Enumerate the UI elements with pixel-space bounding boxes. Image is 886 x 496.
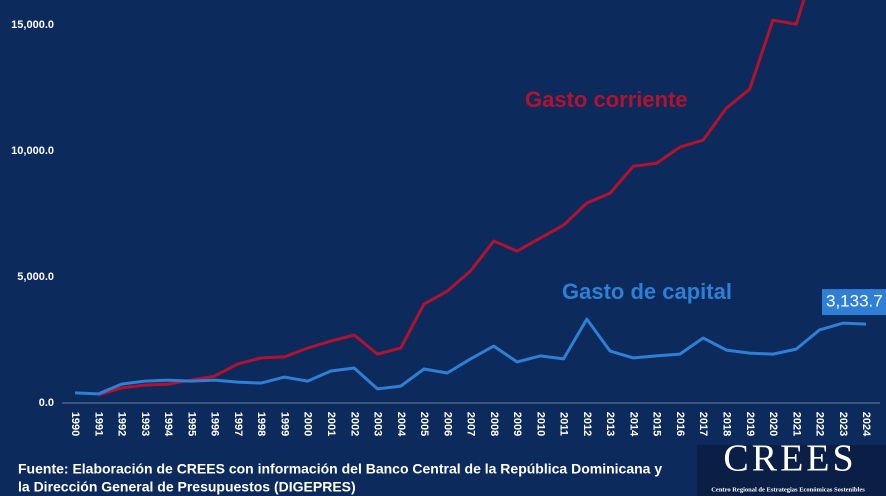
x-tick-label: 1995 [185, 412, 197, 436]
x-tick-label: 2002 [348, 412, 360, 436]
x-tick-label: 1990 [69, 412, 81, 436]
x-tick-label: 2010 [534, 412, 546, 436]
x-tick-label: 2006 [441, 412, 453, 436]
x-tick-label: 2011 [558, 412, 570, 436]
x-tick-label: 2014 [627, 412, 639, 437]
value-label-box [822, 289, 886, 316]
legend-label: Gasto de capital [562, 279, 732, 304]
x-tick-label: 2017 [697, 412, 709, 436]
y-tick-label: 15,000.0 [11, 19, 54, 31]
x-tick-label: 1992 [116, 412, 128, 436]
series-line [97, 0, 806, 397]
x-tick-label: 2022 [814, 412, 826, 436]
x-tick-label: 2003 [372, 412, 384, 436]
x-tick-label: 1991 [92, 412, 104, 436]
y-tick-label: 0.0 [39, 397, 54, 409]
x-tick-label: 2012 [581, 412, 593, 436]
series-line [74, 317, 867, 396]
y-tick-label: 5,000.0 [17, 271, 54, 283]
x-tick-label: 2001 [325, 412, 337, 436]
x-tick-label: 1997 [232, 412, 244, 436]
x-tick-label: 2000 [302, 412, 314, 436]
plot-area [74, 0, 867, 397]
x-tick-label: 2018 [721, 412, 733, 436]
source-note: Fuente: Elaboración de CREES con informa… [18, 461, 662, 477]
x-tick-label: 2008 [488, 412, 500, 436]
x-tick-label: 2013 [604, 412, 616, 436]
value-label: 3,133.7 [826, 292, 883, 311]
x-tick-label: 2009 [511, 412, 523, 436]
x-tick-label: 2007 [465, 412, 477, 436]
source-note: la Dirección General de Presupuestos (DI… [18, 479, 356, 495]
x-tick-label: 1998 [255, 412, 267, 436]
x-tick-label: 1996 [209, 412, 221, 436]
y-tick-label: 10,000.0 [11, 145, 54, 157]
x-tick-label: 2004 [395, 412, 407, 437]
x-tick-label: 2005 [418, 412, 430, 436]
x-tick-label: 2019 [744, 412, 756, 436]
x-tick-label: 2015 [651, 412, 663, 436]
legend-label: Gasto corriente [525, 87, 688, 112]
x-tick-label: 2016 [674, 412, 686, 436]
logo-box [697, 445, 886, 496]
x-tick-label: 2023 [837, 412, 849, 436]
x-tick-label: 2021 [790, 412, 802, 436]
logo: CREES [723, 438, 856, 480]
x-tick-label: 1999 [278, 412, 290, 436]
logo-subtitle: Centro Regional de Estrategias Económica… [711, 486, 865, 493]
x-tick-label: 1993 [139, 412, 151, 436]
x-tick-label: 2024 [860, 412, 872, 437]
x-tick-label: 1994 [162, 412, 174, 437]
x-tick-label: 2020 [767, 412, 779, 436]
